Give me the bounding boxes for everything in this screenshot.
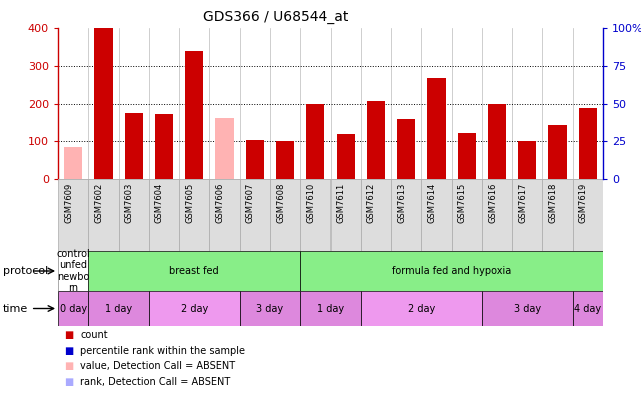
Text: ■: ■: [64, 330, 74, 340]
Text: control
unfed
newbo
rn: control unfed newbo rn: [56, 249, 90, 293]
Text: count: count: [80, 330, 108, 340]
Text: 3 day: 3 day: [256, 303, 283, 314]
Bar: [549, 125, 567, 179]
Text: GSM7608: GSM7608: [276, 183, 285, 223]
Text: 0 day: 0 day: [60, 303, 87, 314]
Bar: [270, 179, 300, 251]
Bar: [572, 179, 603, 251]
Bar: [300, 179, 331, 251]
Bar: [300, 251, 603, 291]
Text: rank, Detection Call = ABSENT: rank, Detection Call = ABSENT: [80, 377, 231, 386]
Text: GSM7605: GSM7605: [185, 183, 194, 223]
Bar: [482, 291, 572, 326]
Text: 1 day: 1 day: [105, 303, 132, 314]
Bar: [240, 179, 270, 251]
Text: GSM7610: GSM7610: [306, 183, 315, 223]
Text: ■: ■: [64, 377, 74, 386]
Text: GSM7617: GSM7617: [519, 183, 528, 223]
Text: GSM7603: GSM7603: [125, 183, 134, 223]
Bar: [542, 179, 572, 251]
Text: percentile rank within the sample: percentile rank within the sample: [80, 346, 246, 356]
Bar: [94, 28, 113, 179]
Text: value, Detection Call = ABSENT: value, Detection Call = ABSENT: [80, 361, 235, 371]
Text: ■: ■: [64, 346, 74, 356]
Bar: [88, 291, 149, 326]
Bar: [210, 179, 240, 251]
Text: 4 day: 4 day: [574, 303, 601, 314]
Bar: [391, 179, 421, 251]
Text: GSM7613: GSM7613: [397, 183, 406, 223]
Bar: [331, 179, 361, 251]
Bar: [458, 133, 476, 179]
Text: 2 day: 2 day: [181, 303, 208, 314]
Text: GSM7612: GSM7612: [367, 183, 376, 223]
Bar: [246, 140, 264, 179]
Text: 1 day: 1 day: [317, 303, 344, 314]
Bar: [337, 135, 354, 179]
Bar: [155, 114, 173, 179]
Bar: [579, 109, 597, 179]
Bar: [149, 179, 179, 251]
Text: GSM7604: GSM7604: [155, 183, 164, 223]
Text: breast fed: breast fed: [169, 266, 219, 276]
Bar: [58, 251, 88, 291]
Text: GDS366 / U68544_at: GDS366 / U68544_at: [203, 10, 348, 24]
Text: GSM7616: GSM7616: [488, 183, 497, 223]
Text: protocol: protocol: [3, 266, 49, 276]
Bar: [276, 141, 294, 179]
Bar: [58, 179, 88, 251]
Text: 2 day: 2 day: [408, 303, 435, 314]
Text: ■: ■: [64, 361, 74, 371]
Bar: [215, 118, 233, 179]
Text: GSM7606: GSM7606: [215, 183, 224, 223]
Bar: [421, 179, 452, 251]
Text: GSM7615: GSM7615: [458, 183, 467, 223]
Bar: [58, 291, 88, 326]
Bar: [119, 179, 149, 251]
Bar: [482, 179, 512, 251]
Bar: [124, 113, 143, 179]
Bar: [512, 179, 542, 251]
Bar: [185, 51, 203, 179]
Text: GSM7618: GSM7618: [549, 183, 558, 223]
Bar: [397, 118, 415, 179]
Text: formula fed and hypoxia: formula fed and hypoxia: [392, 266, 512, 276]
Bar: [149, 291, 240, 326]
Bar: [361, 291, 482, 326]
Bar: [88, 179, 119, 251]
Text: GSM7611: GSM7611: [337, 183, 345, 223]
Text: GSM7602: GSM7602: [94, 183, 103, 223]
Bar: [367, 101, 385, 179]
Bar: [572, 291, 603, 326]
Bar: [488, 103, 506, 179]
Bar: [300, 291, 361, 326]
Bar: [64, 147, 82, 179]
Bar: [361, 179, 391, 251]
Text: time: time: [3, 303, 28, 314]
Text: GSM7609: GSM7609: [64, 183, 73, 223]
Bar: [428, 78, 445, 179]
Text: GSM7614: GSM7614: [428, 183, 437, 223]
Text: GSM7607: GSM7607: [246, 183, 255, 223]
Text: 3 day: 3 day: [513, 303, 541, 314]
Bar: [518, 141, 537, 179]
Text: GSM7619: GSM7619: [579, 183, 588, 223]
Bar: [306, 103, 324, 179]
Bar: [240, 291, 300, 326]
Bar: [179, 179, 210, 251]
Bar: [88, 251, 300, 291]
Bar: [452, 179, 482, 251]
